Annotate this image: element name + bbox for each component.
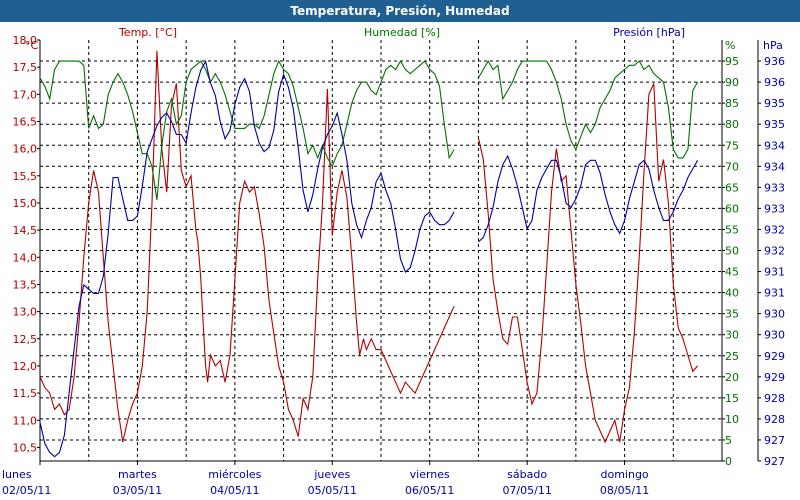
pressure-tick-label: 934 bbox=[764, 160, 785, 173]
humidity-tick-label: 50 bbox=[725, 245, 739, 258]
temperature-tick-label: 11,5 bbox=[13, 387, 38, 400]
temperature-series-line bbox=[477, 83, 699, 444]
temperature-tick-label: 17,5 bbox=[13, 61, 38, 74]
pressure-tick-label: 932 bbox=[764, 245, 785, 258]
humidity-tick-label: 70 bbox=[725, 160, 739, 173]
humidity-tick-label: 0 bbox=[725, 455, 732, 468]
humidity-unit: % bbox=[725, 39, 735, 52]
temperature-tick-label: 13,0 bbox=[13, 306, 38, 319]
temperature-tick-label: 15,5 bbox=[13, 170, 38, 183]
humidity-tick-label: 45 bbox=[725, 266, 739, 279]
pressure-tick-label: 933 bbox=[764, 181, 785, 194]
day-date-label: 02/05/11 bbox=[2, 484, 51, 497]
temperature-tick-label: 18,0 bbox=[13, 34, 38, 47]
humidity-tick-label: 40 bbox=[725, 287, 739, 300]
pressure-tick-label: 928 bbox=[764, 392, 785, 405]
pressure-tick-label: 931 bbox=[764, 266, 785, 279]
day-date-label: 06/05/11 bbox=[405, 484, 454, 497]
temperature-tick-label: 12,5 bbox=[13, 333, 38, 346]
day-name-label: martes bbox=[118, 468, 157, 481]
chart-title: Temperatura, Presión, Humedad bbox=[0, 0, 800, 22]
temperature-tick-label: 15,0 bbox=[13, 197, 38, 210]
temperature-unit: °C bbox=[25, 39, 39, 52]
pressure-tick-label: 928 bbox=[764, 413, 785, 426]
day-date-label: 05/05/11 bbox=[308, 484, 357, 497]
day-name-label: jueves bbox=[313, 468, 350, 481]
pressure-tick-label: 930 bbox=[764, 329, 785, 342]
temperature-tick-label: 14,5 bbox=[13, 224, 38, 237]
humidity-tick-label: 20 bbox=[725, 371, 739, 384]
pressure-tick-label: 931 bbox=[764, 287, 785, 300]
pressure-tick-label: 927 bbox=[764, 455, 785, 468]
temperature-tick-label: 12,0 bbox=[13, 360, 38, 373]
pressure-tick-label: 933 bbox=[764, 202, 785, 215]
pressure-tick-label: 936 bbox=[764, 55, 785, 68]
day-date-label: 03/05/11 bbox=[113, 484, 162, 497]
day-date-label: 08/05/11 bbox=[600, 484, 649, 497]
day-name-label: miércoles bbox=[208, 468, 261, 481]
humidity-tick-label: 15 bbox=[725, 392, 739, 405]
humidity-tick-label: 90 bbox=[725, 76, 739, 89]
pressure-tick-label: 930 bbox=[764, 308, 785, 321]
temperature-tick-label: 16,0 bbox=[13, 143, 38, 156]
temperature-tick-label: 17,0 bbox=[13, 88, 38, 101]
pressure-tick-label: 927 bbox=[764, 434, 785, 447]
humidity-axis-label: Humedad [%] bbox=[364, 26, 440, 39]
day-name-label: viernes bbox=[410, 468, 450, 481]
pressure-series-line bbox=[478, 154, 699, 243]
pressure-axis-label: Presión [hPa] bbox=[613, 26, 685, 39]
humidity-tick-label: 5 bbox=[725, 434, 732, 447]
humidity-tick-label: 85 bbox=[725, 97, 739, 110]
humidity-tick-label: 25 bbox=[725, 350, 739, 363]
pressure-tick-label: 935 bbox=[764, 118, 785, 131]
pressure-tick-label: 935 bbox=[764, 97, 785, 110]
temperature-tick-label: 16,5 bbox=[13, 115, 38, 128]
pressure-tick-label: 929 bbox=[764, 350, 785, 363]
temperature-axis-label: Temp. [°C] bbox=[118, 26, 177, 39]
temperature-series-line bbox=[39, 50, 455, 443]
temperature-tick-label: 11,0 bbox=[13, 414, 38, 427]
humidity-tick-label: 35 bbox=[725, 308, 739, 321]
humidity-tick-label: 65 bbox=[725, 181, 739, 194]
humidity-tick-label: 80 bbox=[725, 118, 739, 131]
day-name-label: lunes bbox=[2, 468, 32, 481]
pressure-tick-label: 934 bbox=[764, 139, 785, 152]
humidity-tick-label: 10 bbox=[725, 413, 739, 426]
pressure-tick-label: 936 bbox=[764, 76, 785, 89]
humidity-tick-label: 55 bbox=[725, 223, 739, 236]
chart-canvas: Temp. [°C] Humedad [%] Presión [hPa] °C% hPa… bbox=[2, 26, 785, 497]
humidity-series-line bbox=[477, 60, 699, 159]
humidity-tick-label: 30 bbox=[725, 329, 739, 342]
day-date-label: 04/05/11 bbox=[210, 484, 259, 497]
pressure-unit: hPa bbox=[763, 39, 783, 52]
temperature-tick-label: 10,5 bbox=[13, 441, 38, 454]
humidity-series-line bbox=[39, 59, 455, 201]
temperature-tick-label: 14,0 bbox=[13, 251, 38, 264]
humidity-tick-label: 75 bbox=[725, 139, 739, 152]
day-name-label: sábado bbox=[507, 468, 547, 481]
humidity-tick-label: 95 bbox=[725, 55, 739, 68]
temperature-tick-label: 13,5 bbox=[13, 278, 38, 291]
day-date-label: 07/05/11 bbox=[502, 484, 551, 497]
pressure-series-line bbox=[39, 59, 455, 458]
pressure-tick-label: 932 bbox=[764, 223, 785, 236]
pressure-tick-label: 929 bbox=[764, 371, 785, 384]
humidity-tick-label: 60 bbox=[725, 202, 739, 215]
day-name-label: domingo bbox=[600, 468, 648, 481]
